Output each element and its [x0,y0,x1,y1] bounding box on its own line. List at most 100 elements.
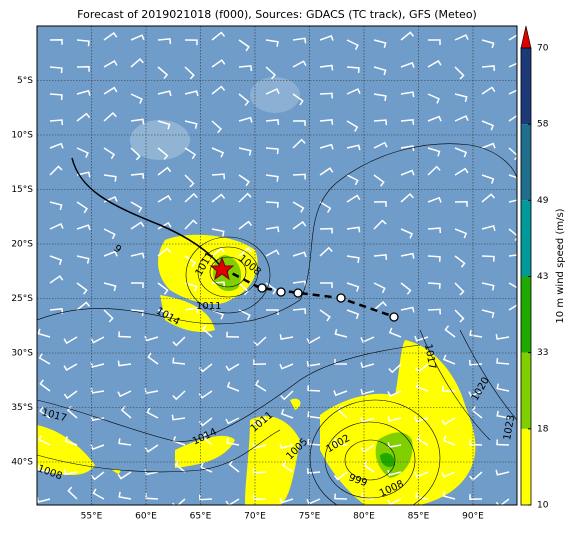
wind-barb [157,120,171,130]
colorbar-tick-label: 43 [537,272,548,282]
colorbar-tick-label: 18 [537,424,549,434]
wind-barb [481,86,496,95]
wind-barb [265,309,279,316]
wind-barb [400,228,413,239]
wind-barb [360,444,375,453]
wind-barb [360,388,375,395]
contour-label: 1017 [422,343,437,370]
wind-barb [37,496,51,503]
wind-barb [279,443,294,450]
lat-label: 5°S [17,76,33,86]
colorbar-segment [521,352,531,429]
wind-barb [265,249,280,257]
wind-barb [496,383,510,392]
wind-barb [306,360,321,367]
wind-barb [400,193,414,203]
wind-barb [469,439,483,446]
colorbar-tick-label: 70 [537,44,549,54]
wind-barb [400,119,415,125]
wind-barb [184,255,196,268]
wind-barb [157,282,169,295]
colorbar-segment [521,124,531,201]
wind-barb [469,494,483,500]
wind-barb [130,201,143,213]
wind-barb [346,66,360,74]
wind-barb [171,414,186,421]
wind-barb [414,471,429,478]
wind-barb [508,62,517,68]
colorbar-tick-label: 49 [537,196,549,206]
wind-barb [184,66,195,80]
wind-barb [265,282,277,295]
wind-barb [292,251,307,258]
wind-barb [400,145,415,152]
wind-barb [292,201,305,213]
wind-barb [400,31,415,41]
wind-barb [76,301,91,311]
wind-barb [387,415,402,422]
wind-barb [265,147,279,155]
wind-barb [508,89,517,95]
wind-barb [157,147,169,160]
wind-barb [202,432,213,446]
wind-barb [103,32,118,41]
wind-barb [373,141,388,149]
wind-barb [508,34,517,41]
wind-barb [427,255,441,262]
wind-barb [238,93,250,106]
wind-barb [117,471,132,480]
colorbar-segment [521,200,531,277]
wind-barb [117,390,132,398]
wind-barb [442,354,456,365]
lon-label: 75°E [299,512,321,522]
wind-barb [496,410,510,419]
wind-barb [454,201,468,207]
wind-barb [441,471,456,478]
wind-barb [346,39,359,51]
wind-barb [292,93,304,106]
wind-barb [292,37,307,44]
wind-barb [279,334,294,341]
wind-barb [157,90,172,97]
wind-barb [427,165,441,176]
wind-barb [373,174,385,187]
lon-label: 80°E [353,512,375,522]
wind-barb [130,118,145,125]
wind-barb [346,144,361,151]
wind-barb [333,471,348,481]
wind-barb [103,228,116,240]
wind-barb [454,93,468,102]
wind-barb [360,336,375,343]
wind-barb [39,406,51,419]
wind-barb [441,417,456,426]
wind-barb [76,224,91,231]
wind-barb [103,111,117,122]
wind-barb [508,199,517,203]
wind-barb [319,119,334,125]
wind-barb [226,437,240,446]
colorbar-extend [520,25,532,49]
wind-barb [184,174,195,188]
contour-label: 9 [111,243,123,256]
wind-barb [172,357,186,365]
title: Forecast of 2019021018 (f000), Sources: … [77,8,477,21]
wind-barb [225,417,240,425]
track-points [257,283,399,322]
wind-barb [184,282,198,292]
wind-barb [211,59,226,68]
wind-shading-3 [380,453,395,467]
wind-barb [49,39,63,45]
wind-barb [279,497,294,504]
wind-barb [400,91,415,98]
wind-barb [103,282,117,292]
lon-label: 90°E [462,512,484,522]
wind-barb [211,147,225,158]
wind-barb [76,171,91,178]
wind-barb [454,115,469,122]
wind-barb [37,328,51,338]
wind-barb [333,390,348,397]
colorbar-tick-label: 10 [537,501,549,511]
wind-barb [387,390,402,398]
wind-barb [92,488,105,500]
wind-barb [508,282,517,294]
